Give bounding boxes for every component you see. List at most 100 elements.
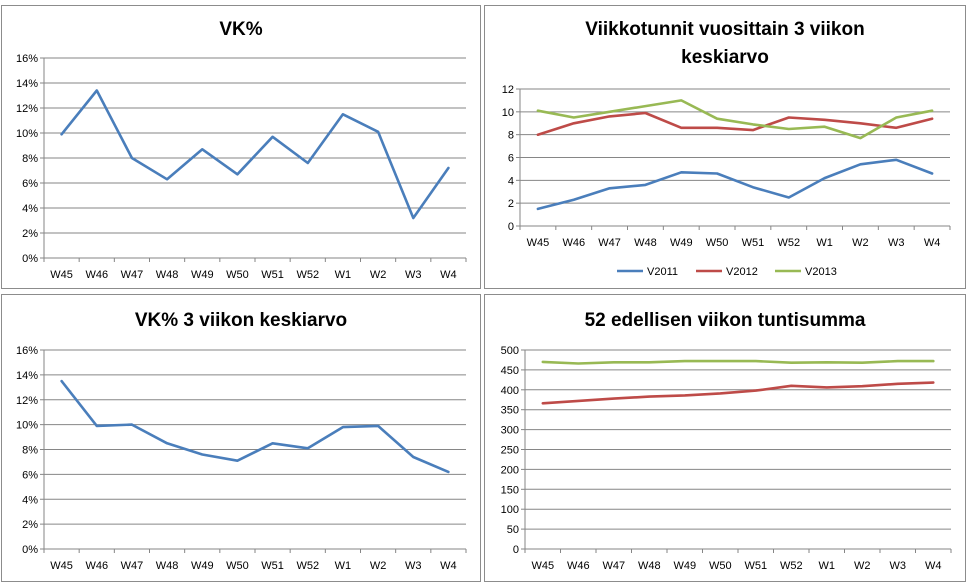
x-tick-label: W45 [531,560,554,572]
y-tick-label: 6% [22,469,38,481]
x-tick-label: W1 [335,269,352,281]
y-tick-label: 0% [22,253,38,265]
chart-title: Viikkotunnit vuosittain 3 viikon keskiar… [585,19,865,68]
y-tick-label: 12% [16,395,38,407]
line-chart-hour-sum: 0 50 100 150 200 250 300 350 400 450 500 W45 W46 W47 W… [501,345,952,572]
x-tick-label: W48 [156,560,179,572]
chart-panel-hour-sum: 52 edellisen viikon tuntisumma 0 50 100 150… [484,294,966,582]
y-tick-label: 0% [22,544,38,556]
x-tick-label: W45 [50,560,73,572]
y-tick-label: 16% [16,53,38,65]
x-tick-label: W2 [370,269,387,281]
chart-title: 52 edellisen viikon tuntisumma [584,310,866,331]
x-tick-label: W47 [121,560,144,572]
x-tick-label: W51 [261,560,284,572]
series-line-2 [541,359,935,365]
x-tick-label: W49 [191,560,214,572]
y-tick-label: 4% [22,203,38,215]
chart-title: VK% 3 viikon keskiarvo [134,310,348,331]
legend-label: V2013 [805,266,837,278]
x-tick-label: W48 [638,560,661,572]
x-tick-label: W4 [924,237,941,249]
x-tick-label: W3 [890,560,907,572]
y-tick-label: 12% [16,103,38,115]
y-tick-label: 400 [501,385,519,397]
x-tick-label: W4 [925,560,942,572]
y-tick-label: 150 [501,484,519,496]
y-tick-label: 300 [501,425,519,437]
x-tick-label: W46 [567,560,590,572]
x-tick-label: W47 [602,560,625,572]
y-tick-label: 250 [501,445,519,457]
series-line-1 [60,89,450,220]
y-tick-label: 4% [22,494,38,506]
x-tick-label: W52 [777,237,800,249]
x-tick-label: W2 [854,560,871,572]
series-line-v2012 [536,111,934,136]
series-line-v2013 [536,99,934,140]
chart-title: VK% [219,19,263,40]
series-line-1 [60,379,450,474]
legend-label: V2012 [726,266,758,278]
chart-panel-vk-percent: VK% 0% 2% 4% 6% 8% 10% 12% 14% 16% W45 W46 W47 W48 W4… [1,5,481,289]
y-tick-label: 2% [22,228,38,240]
x-tick-label: W1 [819,560,836,572]
x-tick-label: W2 [852,237,869,249]
x-tick-label: W50 [226,560,249,572]
y-tick-label: 500 [501,345,519,357]
x-tick-label: W52 [296,560,319,572]
x-tick-label: W45 [50,269,73,281]
x-tick-label: W4 [440,269,457,281]
y-tick-label: 12 [502,84,514,96]
y-tick-label: 6 [508,153,514,165]
x-tick-label: W52 [780,560,803,572]
line-chart-vk-percent: 0% 2% 4% 6% 8% 10% 12% 14% 16% W45 W46 W47 W48 W49 W50… [16,53,467,281]
y-tick-label: 200 [501,464,519,476]
y-tick-label: 6% [22,178,38,190]
series-line-v2011 [536,158,934,211]
x-tick-label: W46 [85,269,108,281]
y-tick-label: 14% [16,370,38,382]
y-tick-label: 10% [16,420,38,432]
x-tick-label: W47 [121,269,144,281]
x-tick-label: W49 [670,237,693,249]
y-tick-label: 4 [508,175,514,187]
x-tick-label: W51 [744,560,767,572]
y-tick-label: 8% [22,153,38,165]
y-tick-label: 0 [513,544,519,556]
x-tick-label: W1 [335,560,352,572]
x-tick-label: W2 [370,560,387,572]
x-tick-label: W3 [888,237,905,249]
x-tick-label: W52 [296,269,319,281]
y-tick-label: 10% [16,128,38,140]
x-tick-label: W4 [440,560,457,572]
y-tick-label: 2 [508,198,514,210]
y-tick-label: 14% [16,78,38,90]
y-tick-label: 10 [502,107,514,119]
y-tick-label: 16% [16,345,38,357]
y-tick-label: 450 [501,365,519,377]
x-tick-label: W46 [85,560,108,572]
x-tick-label: W48 [156,269,179,281]
y-tick-label: 350 [501,405,519,417]
y-tick-label: 50 [507,524,519,536]
legend-label: V2011 [647,266,678,278]
chart-panel-vk-percent-avg: VK% 3 viikon keskiarvo 0% 2% 4% 6% 8% 10% 12% 1… [1,294,481,582]
y-tick-label: 0 [508,221,514,233]
x-tick-label: W51 [742,237,765,249]
x-tick-label: W49 [191,269,214,281]
x-tick-label: W49 [673,560,696,572]
x-tick-label: W3 [405,269,422,281]
y-tick-label: 100 [501,504,519,516]
y-tick-label: 2% [22,519,38,531]
x-tick-label: W1 [816,237,833,249]
x-tick-label: W48 [634,237,657,249]
x-tick-label: W50 [706,237,729,249]
x-tick-label: W46 [562,237,585,249]
x-tick-label: W47 [598,237,621,249]
line-chart-weekly-hours: 0 2 4 6 8 10 12 W45 W46 W47 W48 W49 W50 W51 W52 W1 W2 W3 W… [502,84,951,278]
chart-panel-weekly-hours: Viikkotunnit vuosittain 3 viikon keskiar… [484,5,966,289]
x-tick-label: W50 [226,269,249,281]
x-tick-label: W45 [527,237,550,249]
series-line-1 [541,381,935,405]
